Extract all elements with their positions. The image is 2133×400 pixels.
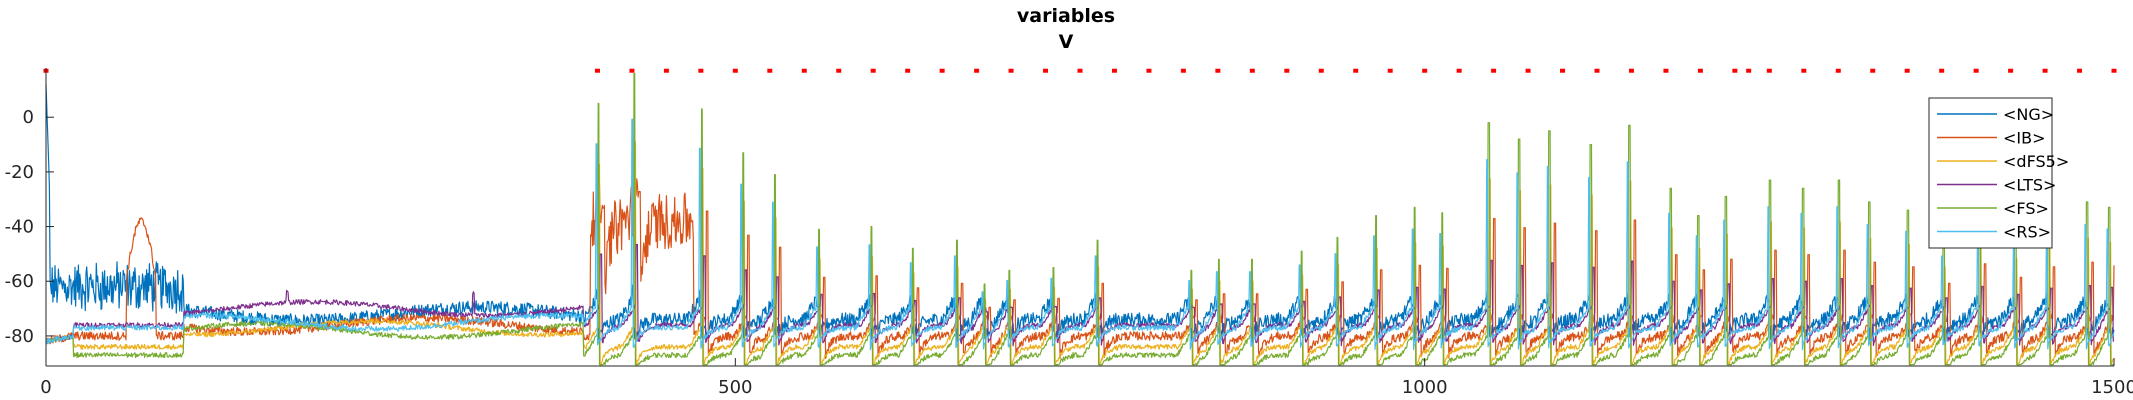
- raster-mark: [2111, 68, 2117, 73]
- raster-mark: [1628, 68, 1634, 73]
- legend-label: <NG>: [2003, 105, 2054, 124]
- raster-mark: [1939, 68, 1945, 73]
- raster-mark: [1456, 68, 1462, 73]
- raster-mark: [1180, 68, 1186, 73]
- raster-mark: [1732, 68, 1738, 73]
- raster-mark: [698, 68, 704, 73]
- plot-area: [43, 68, 2117, 366]
- raster-mark: [1353, 68, 1359, 73]
- y-tick-label: -40: [5, 217, 34, 238]
- raster-mark: [1008, 68, 1014, 73]
- raster-mark: [767, 68, 773, 73]
- raster-mark: [1870, 68, 1876, 73]
- raster-mark: [1594, 68, 1600, 73]
- raster-mark: [1766, 68, 1772, 73]
- raster-mark: [663, 68, 669, 73]
- y-tick-label: -80: [5, 326, 34, 347]
- axes: 0 500 1000 1500 -80 -60 -40 -20 0: [5, 68, 2133, 398]
- legend-label: <dFS5>: [2003, 152, 2069, 171]
- y-ticks: -80 -60 -40 -20 0: [5, 107, 54, 347]
- legend-label: <LTS>: [2003, 176, 2056, 195]
- raster-mark: [1491, 68, 1497, 73]
- raster-mark: [974, 68, 980, 73]
- y-tick-label: -20: [5, 162, 34, 183]
- chart-title: variables: [1017, 5, 1115, 27]
- raster-mark: [1746, 68, 1752, 73]
- series-line: [45, 118, 2115, 351]
- raster-mark: [1146, 68, 1152, 73]
- raster-mark: [1043, 68, 1049, 73]
- raster-mark: [1111, 68, 1117, 73]
- raster-mark: [801, 68, 807, 73]
- raster-mark: [1973, 68, 1979, 73]
- x-ticks: 0 500 1000 1500: [40, 358, 2133, 398]
- x-tick-label: 1500: [2091, 377, 2133, 398]
- raster-mark: [1801, 68, 1807, 73]
- raster-mark: [1215, 68, 1221, 73]
- raster-mark: [1077, 68, 1083, 73]
- legend-label: <RS>: [2003, 223, 2051, 242]
- raster-mark: [1525, 68, 1531, 73]
- x-tick-label: 0: [40, 377, 51, 398]
- raster-mark: [2077, 68, 2083, 73]
- raster-mark: [870, 68, 876, 73]
- raster-mark: [1387, 68, 1393, 73]
- raster-mark: [732, 68, 738, 73]
- raster-mark: [594, 68, 600, 73]
- raster-mark: [1835, 68, 1841, 73]
- raster-mark: [1318, 68, 1324, 73]
- raster-mark: [1560, 68, 1566, 73]
- raster-mark: [1663, 68, 1669, 73]
- raster-mark: [905, 68, 911, 73]
- x-tick-label: 500: [718, 377, 752, 398]
- raster-mark: [629, 68, 635, 73]
- x-tick-label: 1000: [1402, 377, 1448, 398]
- raster-mark: [1697, 68, 1703, 73]
- raster-mark: [1249, 68, 1255, 73]
- y-tick-label: 0: [23, 107, 34, 128]
- series-line: [46, 72, 2114, 366]
- spike-raster: [43, 68, 2117, 73]
- raster-mark: [1422, 68, 1428, 73]
- raster-mark: [1904, 68, 1910, 73]
- raster-mark: [939, 68, 945, 73]
- legend-label: <IB>: [2003, 129, 2046, 148]
- legend-label: <FS>: [2003, 199, 2049, 218]
- legend: <NG> <IB> <dFS5> <LTS> <FS> <RS>: [1928, 97, 2069, 249]
- y-tick-label: -60: [5, 271, 34, 292]
- raster-mark: [1284, 68, 1290, 73]
- raster-mark: [836, 68, 842, 73]
- legend-items: <NG> <IB> <dFS5> <LTS> <FS> <RS>: [1937, 105, 2069, 242]
- raster-mark: [2008, 68, 2014, 73]
- raster-mark: [2042, 68, 2048, 73]
- chart-subtitle: V: [1059, 31, 1074, 53]
- legend-box: [1928, 97, 2053, 249]
- series-layer: [45, 72, 2115, 366]
